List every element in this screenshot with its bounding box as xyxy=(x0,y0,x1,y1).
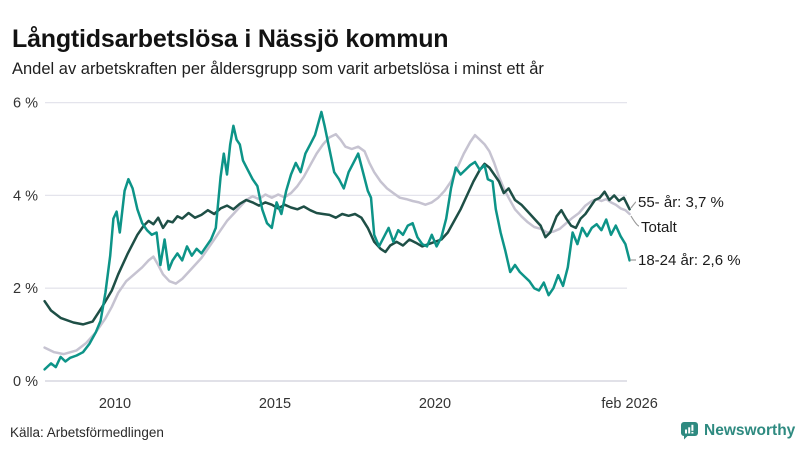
y-tick-label: 0 % xyxy=(13,374,38,390)
x-tick-label: feb 2026 xyxy=(601,396,657,412)
annotation-connector xyxy=(630,201,637,209)
y-tick-label: 2 % xyxy=(13,281,38,297)
x-tick-label: 2015 xyxy=(259,396,291,412)
y-tick-label: 4 % xyxy=(13,188,38,204)
x-tick-label: 2020 xyxy=(419,396,451,412)
line-end-label-totalt: Totalt xyxy=(641,219,677,236)
newsworthy-bubble-chart-icon xyxy=(681,422,698,440)
brand-name: Newsworthy xyxy=(704,421,796,439)
x-tick-label: 2010 xyxy=(99,396,131,412)
series-line-18-24-r xyxy=(43,110,631,371)
source-attribution: Källa: Arbetsförmedlingen xyxy=(10,425,164,440)
page-title: Långtidsarbetslösa i Nässjö kommun xyxy=(12,24,449,53)
page-subtitle: Andel av arbetskraften per åldersgrupp s… xyxy=(12,60,544,78)
series-line-55-r xyxy=(43,162,631,326)
line-end-label-18-24: 18-24 år: 2,6 % xyxy=(638,252,741,269)
newsworthy-logo: Newsworthy xyxy=(680,421,795,440)
line-end-label-55: 55- år: 3,7 % xyxy=(638,194,724,211)
annotation-connector xyxy=(630,215,640,227)
y-tick-label: 6 % xyxy=(13,96,38,112)
